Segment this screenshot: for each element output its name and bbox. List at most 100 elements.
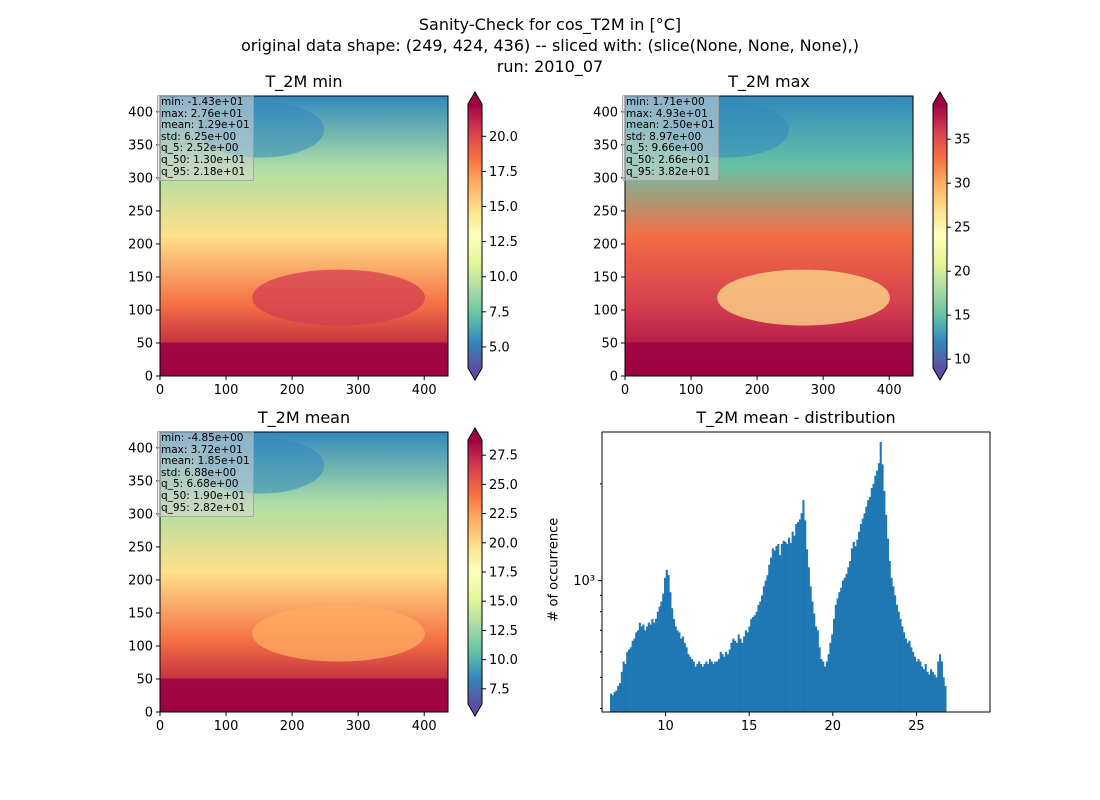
- histogram-bar: [746, 632, 749, 712]
- x-tick-label: 20: [825, 719, 842, 734]
- histogram-bar: [653, 622, 656, 712]
- histogram-bar: [775, 546, 778, 712]
- y-tick-label: 100: [593, 303, 618, 318]
- x-tick: 200: [745, 376, 770, 398]
- histogram-bar: [741, 642, 744, 712]
- histogram-bar: [843, 577, 846, 712]
- x-tick: 400: [877, 376, 902, 398]
- heatmap-min-axes: 0 100 200 300 400 0 50 100 150 200 250 300 350 400: [120, 90, 460, 398]
- x-tick-label: 200: [280, 719, 305, 734]
- histogram-bar: [919, 661, 922, 712]
- histogram-bar: [903, 632, 906, 712]
- histogram-bar: [743, 636, 746, 712]
- histogram-bar: [818, 647, 821, 712]
- colorbar-tick: 20: [947, 265, 971, 280]
- x-tick: 200: [280, 712, 305, 734]
- mediterranean-region: [717, 269, 890, 326]
- histogram-bar: [895, 604, 898, 712]
- histogram-bar: [800, 513, 803, 712]
- y-tick-label: 0: [610, 370, 618, 385]
- histogram-bar: [881, 464, 884, 712]
- colorbar-tick-label: 15: [954, 309, 971, 324]
- histogram-bar: [766, 575, 769, 712]
- histogram-bar: [692, 661, 695, 712]
- histogram-bar: [680, 638, 683, 712]
- histogram-bar: [802, 500, 805, 712]
- histogram-bar: [856, 539, 859, 712]
- colorbar-outline: [467, 427, 483, 717]
- y-tick-label: 300: [593, 171, 618, 186]
- histogram-bar: [897, 611, 900, 712]
- histogram-bar: [845, 573, 848, 712]
- histogram-bar: [804, 520, 807, 712]
- colorbar-tick: 25: [947, 221, 971, 236]
- y-tick-label: 200: [128, 237, 153, 252]
- histogram-bar: [649, 624, 652, 712]
- histogram-bar: [658, 606, 661, 712]
- y-tick-label: 400: [128, 441, 153, 456]
- y-tick-label: 10³: [573, 574, 595, 589]
- histogram-bar: [784, 541, 787, 712]
- histogram-bar: [690, 659, 694, 712]
- colorbar-tick-label: 12.5: [489, 624, 518, 639]
- colorbar-tick: 15.0: [482, 200, 518, 215]
- x-tick-label: 10: [657, 719, 674, 734]
- x-tick: 100: [679, 376, 704, 398]
- stat-max: max: 2.76e+01: [161, 107, 243, 120]
- colorbar-tick-label: 7.5: [489, 682, 510, 697]
- histogram-bar: [822, 661, 825, 712]
- x-tick-label: 300: [346, 383, 371, 398]
- x-tick-label: 200: [745, 383, 770, 398]
- y-tick-label: 150: [128, 270, 153, 285]
- histogram-bar: [933, 674, 936, 712]
- x-tick: 10: [657, 712, 674, 734]
- histogram-bar: [759, 601, 762, 712]
- colorbar-tick: 27.5: [482, 449, 518, 464]
- x-tick: 100: [214, 712, 238, 734]
- heatmap-svg: 0 100 200 300 400 0 50 100 150 200 250 300 350 400: [128, 95, 449, 398]
- histogram-bar: [750, 618, 753, 712]
- histogram-bar: [735, 642, 738, 712]
- histogram-bar: [906, 642, 909, 712]
- histogram-bar: [912, 651, 915, 712]
- histogram-bar: [676, 630, 679, 712]
- colorbar-mean: 7.5 10.0 12.5 15.0 17.5 20.0 22.5 25.0 27.5: [462, 426, 542, 726]
- histogram-bar: [877, 463, 881, 712]
- y-tick: 10³: [573, 574, 602, 589]
- stat-q95: q_95: 3.82e+01: [626, 165, 711, 178]
- y-tick-label: 400: [128, 105, 153, 120]
- x-tick-label: 200: [280, 383, 305, 398]
- histogram-bar: [725, 651, 728, 712]
- histogram-bar: [771, 548, 774, 712]
- histogram-bar: [858, 531, 861, 712]
- histogram-bar: [687, 654, 690, 712]
- y-tick-label: 100: [128, 639, 153, 654]
- x-tick: 400: [412, 712, 437, 734]
- colorbar-tick: 12.5: [482, 624, 518, 639]
- histogram-bar: [840, 587, 843, 712]
- histogram-bar: [793, 535, 796, 712]
- histogram-bar: [890, 577, 893, 712]
- histogram-bar: [870, 488, 873, 712]
- y-tick-label: 50: [601, 336, 618, 351]
- histogram-bar: [832, 618, 836, 712]
- histogram-bar: [737, 634, 740, 712]
- y-tick: 50: [601, 336, 625, 351]
- histogram-bar: [788, 537, 791, 712]
- colorbar-tick-label: 17.5: [489, 165, 518, 180]
- histogram-bar: [645, 626, 649, 712]
- histogram-bar: [888, 561, 891, 712]
- colorbar-tick: 30: [947, 177, 971, 192]
- stats-box-min: min: -1.43e+01 max: 2.76e+01 mean: 1.29e…: [157, 95, 254, 182]
- y-tick: 200: [128, 573, 160, 588]
- x-tick-label: 100: [679, 383, 704, 398]
- histogram-bar: [940, 661, 943, 712]
- histogram-bar: [636, 630, 640, 712]
- histogram-bar: [678, 632, 681, 712]
- x-tick-label: 400: [412, 719, 437, 734]
- y-tick: 300: [593, 171, 625, 186]
- histogram-bar: [633, 638, 636, 712]
- histogram-bar: [795, 524, 798, 712]
- histogram-bar: [829, 642, 832, 712]
- histogram-bar: [849, 561, 852, 712]
